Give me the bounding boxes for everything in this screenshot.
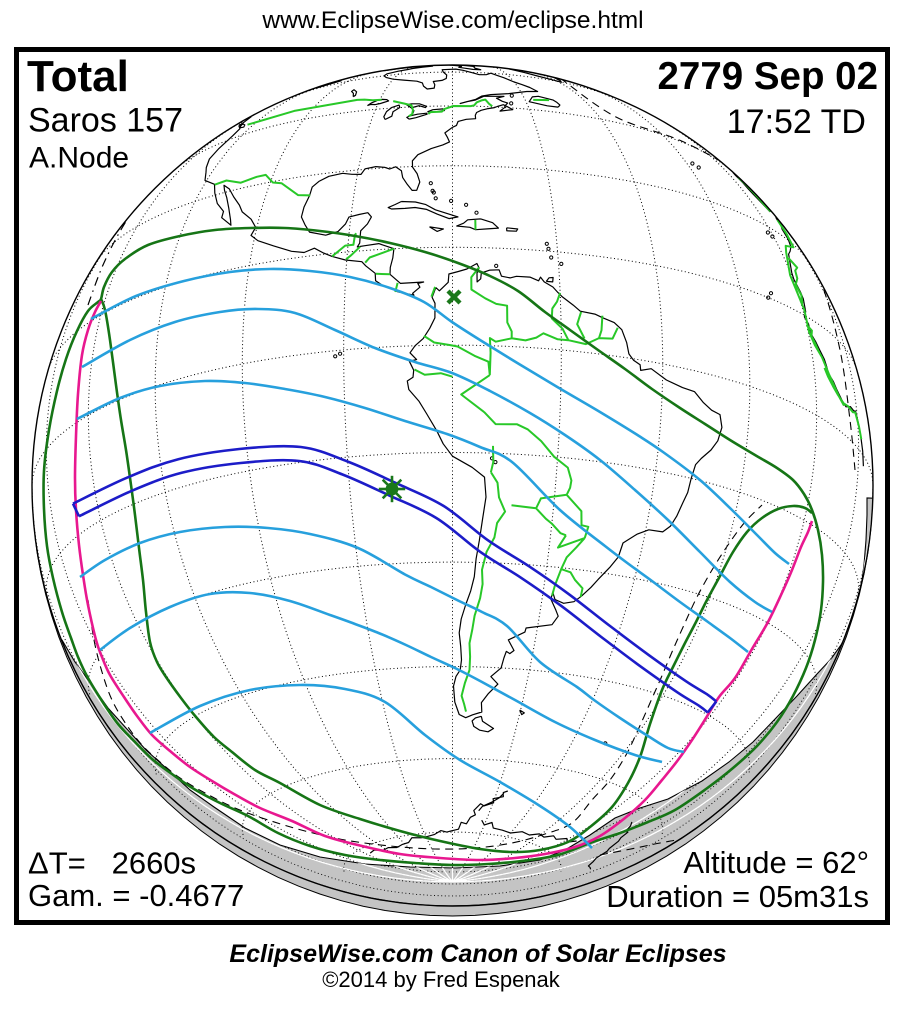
svg-text:EclipseWise.com Canon of Solar: EclipseWise.com Canon of Solar Eclipses (229, 940, 726, 968)
svg-text:©2014 by Fred Espenak: ©2014 by Fred Espenak (322, 967, 561, 992)
svg-text:Total: Total (27, 52, 129, 101)
svg-text:www.EclipseWise.com/eclipse.ht: www.EclipseWise.com/eclipse.html (261, 7, 643, 34)
svg-text:Altitude = 62°: Altitude = 62° (683, 845, 869, 880)
svg-text:Duration = 05m31s: Duration = 05m31s (606, 879, 869, 914)
svg-text:Gam. = -0.4677: Gam. = -0.4677 (28, 878, 244, 913)
svg-text:A.Node: A.Node (29, 142, 129, 175)
svg-text:ΔT= 2660s: ΔT= 2660s (28, 846, 196, 881)
svg-text:Saros 157: Saros 157 (28, 102, 183, 140)
svg-text:2779 Sep 02: 2779 Sep 02 (658, 55, 878, 98)
svg-text:17:52 TD: 17:52 TD (727, 103, 866, 141)
